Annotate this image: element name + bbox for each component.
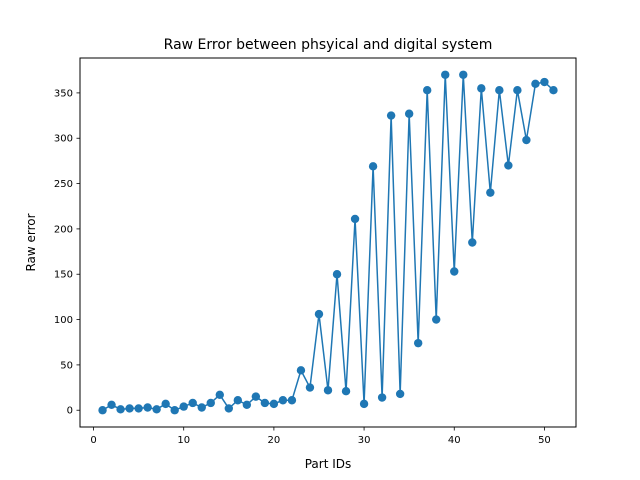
data-point — [269, 399, 279, 409]
data-point — [233, 396, 243, 405]
y-tick-label: 0 — [67, 406, 73, 417]
data-point — [395, 389, 405, 399]
data-point — [540, 77, 549, 87]
data-point — [179, 402, 188, 411]
y-tick-label: 50 — [60, 360, 73, 371]
data-point — [459, 70, 468, 79]
data-point — [513, 85, 522, 95]
plot-marks — [98, 70, 558, 415]
data-point — [296, 366, 306, 375]
y-axis-ticks: 0 50 100 150 200 250 300 350 — [54, 88, 80, 417]
data-point — [260, 398, 270, 408]
data-point — [486, 188, 495, 197]
data-point — [215, 390, 224, 400]
data-point — [477, 84, 486, 93]
data-point — [242, 400, 252, 409]
data-point — [404, 109, 414, 118]
x-tick-label: 30 — [358, 435, 371, 446]
y-tick-label: 200 — [54, 224, 73, 235]
data-point — [323, 386, 333, 395]
axes-frame — [79, 57, 577, 428]
data-point — [206, 398, 215, 408]
data-point — [197, 403, 206, 412]
data-point — [116, 405, 125, 414]
data-point — [251, 392, 261, 401]
y-tick-label: 150 — [54, 270, 73, 281]
data-point — [531, 79, 540, 89]
data-point — [377, 393, 387, 402]
data-point — [332, 270, 342, 279]
data-point — [423, 85, 432, 95]
data-point — [341, 386, 351, 396]
data-point — [305, 383, 315, 392]
data-point — [441, 70, 450, 79]
data-point — [386, 111, 396, 120]
data-point — [350, 214, 360, 224]
data-point — [134, 404, 143, 413]
y-tick-label: 300 — [54, 134, 73, 145]
x-axis-label: Part IDs — [305, 457, 352, 471]
x-tick-label: 40 — [448, 435, 461, 446]
data-point — [107, 400, 116, 409]
x-tick-label: 50 — [538, 435, 551, 446]
data-point — [152, 405, 161, 414]
y-tick-label: 350 — [54, 88, 73, 99]
data-point — [188, 398, 197, 408]
data-point — [495, 85, 504, 95]
data-point — [368, 162, 378, 171]
data-point — [522, 135, 531, 145]
x-tick-label: 0 — [90, 435, 96, 446]
data-point — [170, 406, 179, 415]
data-point — [413, 338, 423, 348]
x-axis-ticks: 0 10 20 30 40 50 — [90, 427, 551, 446]
data-point — [98, 406, 107, 415]
y-axis-label: Raw error — [24, 213, 38, 271]
x-tick-label: 20 — [268, 435, 281, 446]
data-point — [278, 396, 288, 405]
y-tick-label: 250 — [54, 179, 73, 190]
y-tick-label: 100 — [54, 315, 73, 326]
data-point — [549, 85, 558, 95]
data-point — [468, 238, 477, 247]
data-point — [143, 403, 152, 412]
x-tick-label: 10 — [177, 435, 190, 446]
data-point — [504, 161, 513, 170]
data-point — [314, 309, 324, 319]
data-point — [287, 396, 297, 405]
data-point — [125, 404, 134, 413]
data-point — [161, 399, 170, 409]
data-point — [432, 315, 441, 324]
data-point — [224, 404, 233, 413]
data-point — [450, 267, 459, 276]
data-point — [359, 399, 369, 409]
chart-title: Raw Error between phsyical and digital s… — [164, 37, 493, 53]
